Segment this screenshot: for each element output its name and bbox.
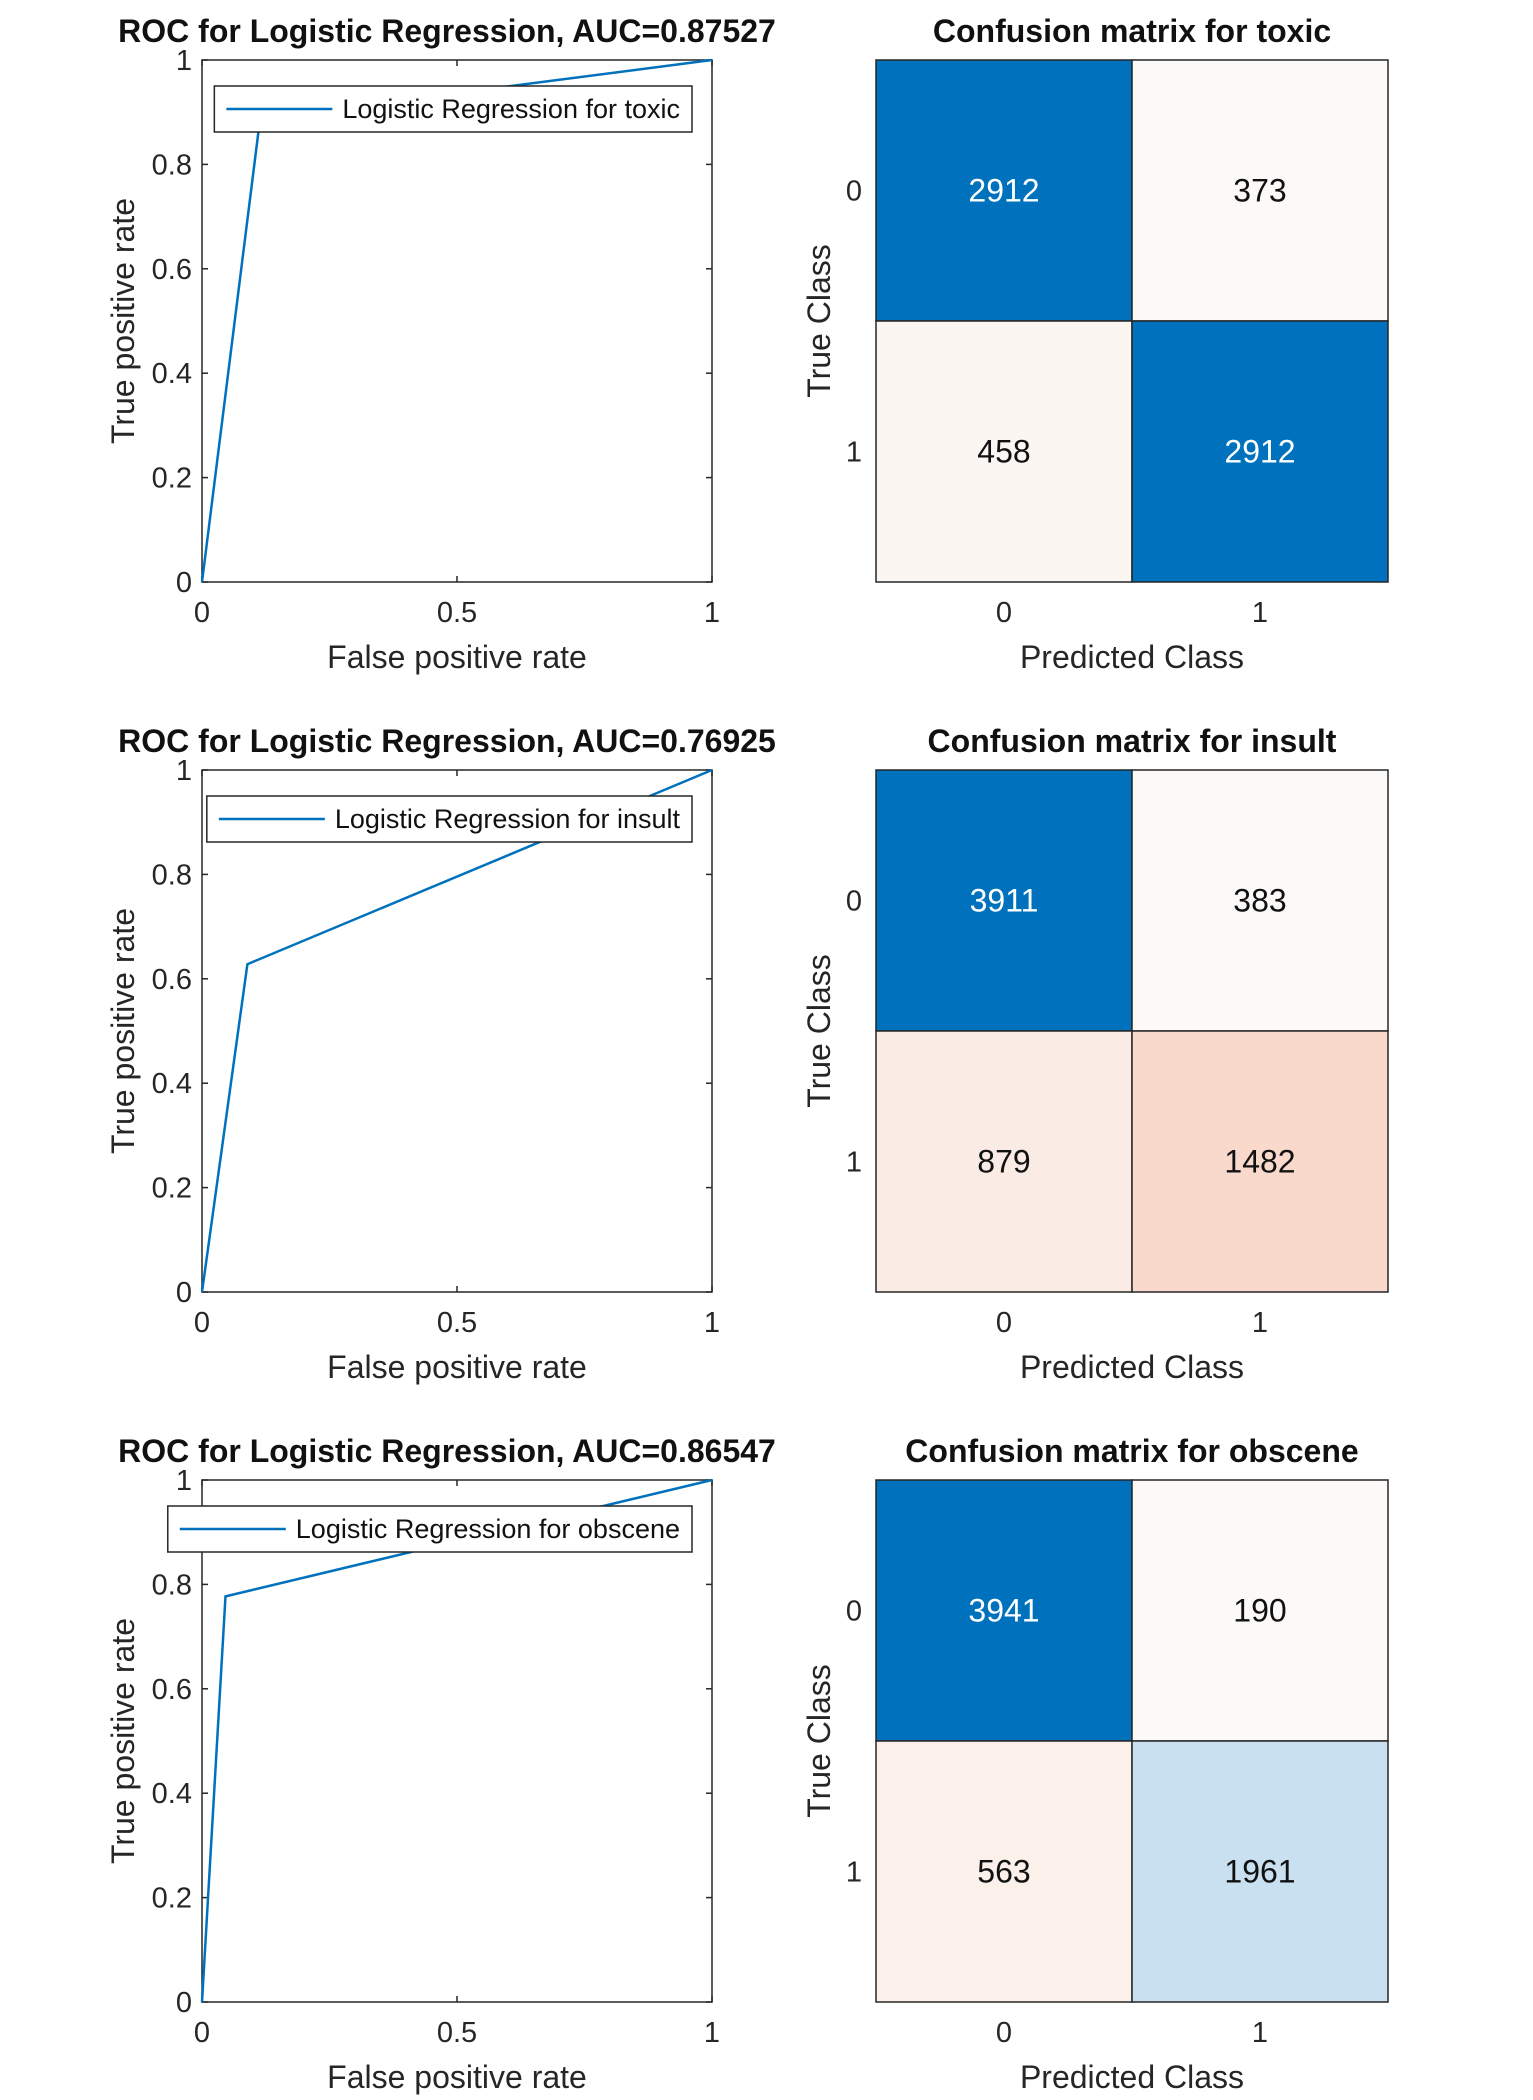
matrix-cell-value: 1482 bbox=[1224, 1144, 1295, 1180]
x-tick-label: 0.5 bbox=[437, 1307, 477, 1339]
y-tick-label: 0.8 bbox=[152, 859, 192, 891]
matrix-cell bbox=[875, 1479, 1133, 1742]
y-tick-label: 0 bbox=[846, 886, 862, 918]
x-axis-label: Predicted Class bbox=[1020, 639, 1244, 675]
matrix-cell-value: 458 bbox=[977, 434, 1030, 470]
x-tick-label: 0 bbox=[194, 1307, 210, 1339]
matrix-cell-value: 563 bbox=[977, 1854, 1030, 1890]
y-tick-label: 0 bbox=[846, 1596, 862, 1628]
matrix-cell-value: 3941 bbox=[968, 1593, 1039, 1629]
y-axis-label: True Class bbox=[801, 954, 837, 1108]
matrix-cell-value: 373 bbox=[1233, 173, 1286, 209]
matrix-cell bbox=[875, 59, 1133, 322]
x-tick-label: 0.5 bbox=[437, 2017, 477, 2049]
x-tick-label: 0.5 bbox=[437, 597, 477, 629]
x-tick-label: 1 bbox=[704, 597, 720, 629]
y-tick-label: 1 bbox=[176, 45, 192, 77]
matrix-cell-value: 383 bbox=[1233, 883, 1286, 919]
x-tick-label: 0 bbox=[996, 1307, 1012, 1339]
y-tick-label: 0.4 bbox=[152, 1778, 192, 1810]
y-tick-label: 0.2 bbox=[152, 1883, 192, 1915]
x-axis-label: Predicted Class bbox=[1020, 1349, 1244, 1385]
chart-title: Confusion matrix for obscene bbox=[905, 1433, 1358, 1469]
y-tick-label: 0 bbox=[846, 176, 862, 208]
x-axis-label: False positive rate bbox=[327, 1349, 587, 1385]
y-tick-label: 0.4 bbox=[152, 1068, 192, 1100]
y-tick-label: 0 bbox=[176, 1987, 192, 2019]
x-axis-label: False positive rate bbox=[327, 639, 587, 675]
matrix-cell-value: 2912 bbox=[1224, 434, 1295, 470]
chart-title: ROC for Logistic Regression, AUC=0.87527 bbox=[118, 13, 776, 49]
matrix-cell bbox=[875, 320, 1133, 583]
y-tick-label: 0.6 bbox=[152, 254, 192, 286]
y-axis-label: True positive rate bbox=[105, 198, 141, 444]
y-tick-label: 0.6 bbox=[152, 1674, 192, 1706]
x-tick-label: 0 bbox=[996, 597, 1012, 629]
matrix-cell bbox=[1131, 320, 1389, 583]
x-axis-label: False positive rate bbox=[327, 2059, 587, 2095]
x-tick-label: 0 bbox=[194, 597, 210, 629]
legend-label: Logistic Regression for insult bbox=[335, 804, 681, 834]
x-tick-label: 1 bbox=[704, 1307, 720, 1339]
x-tick-label: 1 bbox=[1252, 1307, 1268, 1339]
chart-title: Confusion matrix for insult bbox=[928, 723, 1337, 759]
matrix-cell bbox=[1131, 1740, 1389, 2003]
y-axis-label: True Class bbox=[801, 1664, 837, 1818]
y-tick-label: 0.8 bbox=[152, 1569, 192, 1601]
x-tick-label: 0 bbox=[194, 2017, 210, 2049]
y-tick-label: 1 bbox=[846, 1147, 862, 1179]
roc-chart-3: ROC for Logistic Regression, AUC=0.86547… bbox=[105, 1433, 776, 2095]
x-tick-label: 0 bbox=[996, 2017, 1012, 2049]
y-tick-label: 1 bbox=[846, 1857, 862, 1889]
matrix-cell bbox=[1131, 1479, 1389, 1742]
x-tick-label: 1 bbox=[704, 2017, 720, 2049]
x-tick-label: 1 bbox=[1252, 2017, 1268, 2049]
matrix-cell-value: 190 bbox=[1233, 1593, 1286, 1629]
confusion-matrix-2: Confusion matrix for insult 3911 383 879 148… bbox=[801, 723, 1389, 1385]
y-tick-label: 1 bbox=[846, 437, 862, 469]
y-tick-label: 0.2 bbox=[152, 1173, 192, 1205]
matrix-cell bbox=[1131, 1030, 1389, 1293]
y-axis-label: True positive rate bbox=[105, 908, 141, 1154]
y-axis-label: True positive rate bbox=[105, 1618, 141, 1864]
chart-title: ROC for Logistic Regression, AUC=0.76925 bbox=[118, 723, 776, 759]
legend-label: Logistic Regression for toxic bbox=[342, 94, 680, 124]
y-tick-label: 1 bbox=[176, 1465, 192, 1497]
matrix-cell bbox=[1131, 59, 1389, 322]
confusion-matrix-3: Confusion matrix for obscene 3941 190 563 19… bbox=[801, 1433, 1389, 2095]
chart-title: Confusion matrix for toxic bbox=[933, 13, 1331, 49]
y-tick-label: 0 bbox=[176, 1277, 192, 1309]
matrix-cell-value: 1961 bbox=[1224, 1854, 1295, 1890]
y-tick-label: 0.6 bbox=[152, 964, 192, 996]
x-axis-label: Predicted Class bbox=[1020, 2059, 1244, 2095]
y-tick-label: 0.2 bbox=[152, 463, 192, 495]
y-tick-label: 1 bbox=[176, 755, 192, 787]
matrix-cell-value: 2912 bbox=[968, 173, 1039, 209]
roc-chart-1: ROC for Logistic Regression, AUC=0.87527… bbox=[105, 13, 776, 675]
matrix-cell bbox=[875, 1030, 1133, 1293]
y-tick-label: 0.4 bbox=[152, 358, 192, 390]
matrix-cell-value: 879 bbox=[977, 1144, 1030, 1180]
confusion-matrix-1: Confusion matrix for toxic 2912 373 458 2912… bbox=[801, 13, 1389, 675]
matrix-cell-value: 3911 bbox=[970, 883, 1039, 919]
matrix-cell bbox=[875, 1740, 1133, 2003]
y-tick-label: 0 bbox=[176, 567, 192, 599]
plot-area bbox=[201, 59, 713, 583]
y-tick-label: 0.8 bbox=[152, 149, 192, 181]
y-axis-label: True Class bbox=[801, 244, 837, 398]
plot-area bbox=[201, 769, 713, 1293]
chart-title: ROC for Logistic Regression, AUC=0.86547 bbox=[118, 1433, 776, 1469]
x-tick-label: 1 bbox=[1252, 597, 1268, 629]
roc-chart-2: ROC for Logistic Regression, AUC=0.76925… bbox=[105, 723, 776, 1385]
plot-area bbox=[201, 1479, 713, 2003]
legend-label: Logistic Regression for obscene bbox=[296, 1514, 680, 1544]
